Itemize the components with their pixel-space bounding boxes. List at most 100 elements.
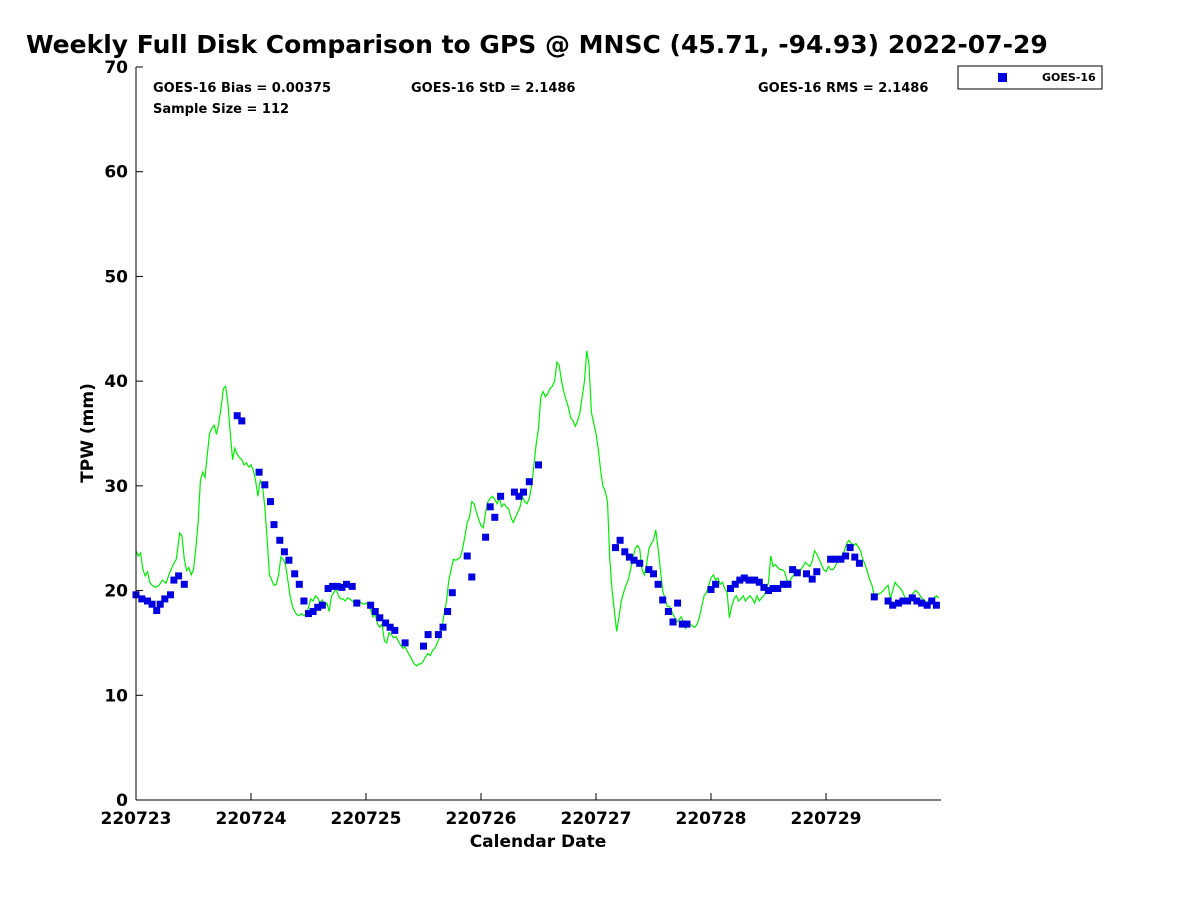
goes-data-point — [153, 607, 161, 614]
goes-data-point — [789, 566, 797, 574]
y-tick-label: 30 — [104, 477, 128, 497]
goes-data-point — [731, 580, 739, 588]
goes-data-point — [401, 639, 409, 647]
chart-title: Weekly Full Disk Comparison to GPS @ MNS… — [26, 30, 1048, 59]
goes-data-point — [889, 601, 897, 609]
goes-data-point — [463, 552, 471, 560]
goes-data-point — [318, 601, 326, 609]
goes-data-point — [468, 573, 476, 581]
goes-data-point — [261, 481, 269, 489]
goes-data-point — [774, 585, 782, 592]
goes-data-point — [333, 582, 341, 590]
goes-data-point — [170, 576, 178, 584]
goes-data-point — [175, 572, 183, 580]
goes-data-point — [784, 580, 792, 588]
y-tick-label: 50 — [104, 267, 128, 287]
goes-data-point — [664, 608, 672, 615]
goes-data-point — [712, 580, 720, 588]
goes-data-point — [908, 594, 916, 602]
goes-data-point — [659, 596, 667, 604]
x-tick-label: 220726 — [446, 809, 517, 829]
x-axis-label: Calendar Date — [470, 832, 607, 852]
goes-data-point — [654, 580, 662, 588]
goes-data-point — [745, 576, 753, 584]
goes-data-point — [515, 492, 523, 500]
x-tick-label: 220724 — [216, 809, 287, 829]
goes-data-point — [846, 544, 854, 552]
goes-data-point — [148, 600, 156, 608]
goes-data-point — [424, 631, 432, 639]
goes-data-point — [535, 461, 542, 469]
y-tick-label: 20 — [104, 582, 128, 602]
y-tick-label: 70 — [104, 58, 128, 78]
goes-data-point — [386, 623, 394, 631]
goes-data-point — [267, 498, 274, 506]
legend-marker — [998, 73, 1007, 82]
goes-data-point — [444, 608, 452, 615]
goes-data-point — [338, 583, 346, 591]
goes-data-point — [300, 597, 308, 605]
goes-data-point — [765, 587, 772, 595]
goes-data-point — [851, 553, 859, 561]
x-tick-label: 220728 — [676, 809, 747, 829]
goes-data-point — [324, 585, 332, 592]
goes-data-point — [678, 620, 686, 628]
goes-data-point — [255, 468, 263, 476]
goes-data-point — [625, 553, 633, 561]
goes-data-point — [434, 631, 442, 639]
goes-data-point — [343, 580, 350, 588]
goes-data-point — [923, 601, 931, 609]
goes-data-point — [650, 570, 657, 578]
goes-data-point — [156, 600, 164, 608]
goes-data-point — [760, 583, 768, 591]
gps-series-line — [135, 350, 940, 667]
goes-data-point — [291, 570, 299, 578]
goes-data-point — [813, 568, 821, 576]
goes-data-point — [276, 536, 284, 544]
goes-data-point — [918, 599, 925, 607]
goes-data-point — [161, 595, 169, 603]
goes-data-point — [439, 623, 447, 631]
legend-box — [957, 65, 1103, 90]
goes-data-point — [329, 582, 337, 590]
goes-data-point — [827, 555, 835, 563]
goes-data-point — [904, 597, 912, 605]
y-tick-label: 0 — [116, 791, 128, 811]
std-stat: GOES-16 StD = 2.1486 — [411, 81, 575, 96]
goes-data-point — [138, 595, 146, 603]
goes-data-point — [895, 599, 902, 607]
goes-data-point — [842, 552, 850, 560]
goes-data-point — [837, 555, 845, 563]
goes-data-point — [645, 566, 653, 574]
goes-data-point — [497, 492, 505, 500]
goes-data-point — [727, 585, 734, 592]
rms-stat: GOES-16 RMS = 2.1486 — [758, 81, 928, 96]
goes-data-point — [683, 620, 691, 628]
goes-data-point — [180, 580, 188, 588]
goes-data-point — [486, 503, 494, 511]
goes-data-point — [371, 608, 379, 615]
goes-data-point — [367, 601, 375, 609]
goes-data-point — [233, 412, 241, 420]
y-tick-label: 40 — [104, 372, 128, 392]
goes-data-point — [525, 478, 533, 486]
plot-area — [132, 350, 940, 667]
goes-data-point — [674, 599, 682, 607]
goes-data-point — [270, 521, 278, 529]
goes-data-point — [144, 597, 151, 605]
y-axis-label: TPW (mm) — [78, 383, 98, 483]
goes-data-point — [520, 488, 527, 496]
legend: GOES-16 — [957, 65, 1103, 90]
goes-data-point — [870, 593, 878, 601]
goes-data-point — [612, 544, 619, 552]
goes-data-point — [899, 597, 907, 605]
goes-data-point — [855, 559, 863, 567]
goes-data-point — [376, 614, 384, 622]
goes-data-point — [831, 555, 839, 563]
goes-data-point — [769, 585, 777, 592]
goes-data-point — [751, 576, 759, 584]
goes-data-point — [630, 556, 638, 564]
goes-data-point — [793, 569, 801, 577]
x-tick-label: 220727 — [561, 809, 632, 829]
